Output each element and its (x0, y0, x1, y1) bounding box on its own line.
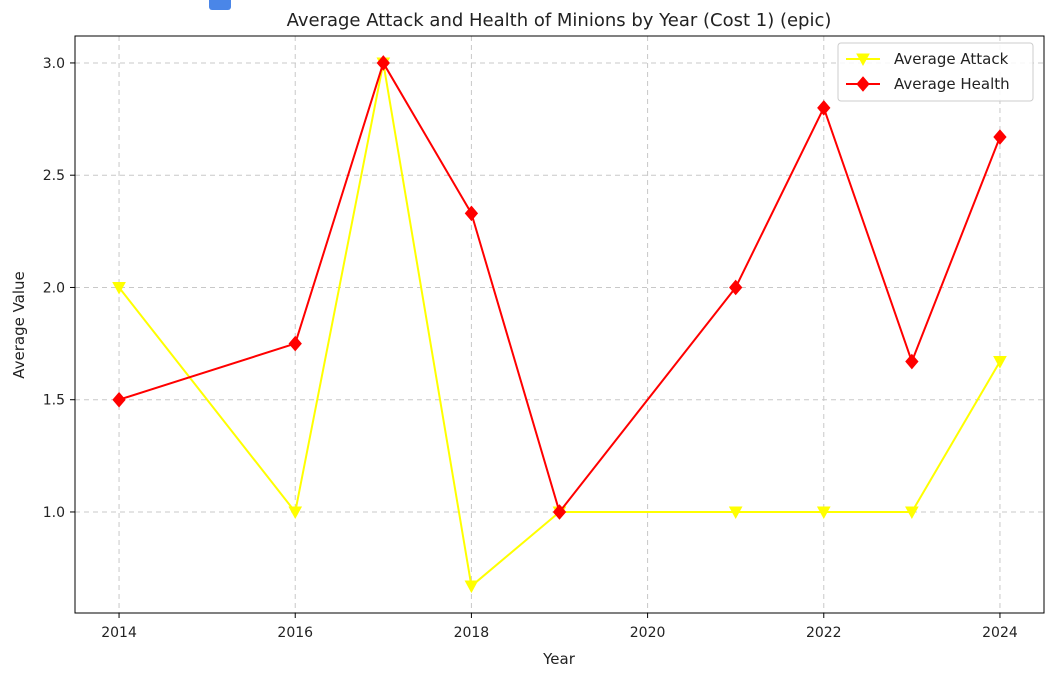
data-point (376, 55, 390, 71)
legend-box (837, 42, 1034, 102)
data-point (288, 506, 303, 520)
python-icon (209, 0, 231, 10)
x-tick-label: 2014 (101, 625, 137, 641)
legend-label: Average Health (894, 75, 1010, 93)
x-tick-label: 2018 (454, 625, 490, 641)
y-tick-label: 1.0 (43, 505, 65, 521)
chart-title: Average Attack and Health of Minions by … (287, 10, 832, 31)
plot-frame (74, 35, 1045, 614)
x-tick-label: 2024 (982, 625, 1018, 641)
series-average-health (112, 55, 1007, 520)
data-point (993, 356, 1007, 369)
data-point (729, 279, 743, 296)
y-tick-label: 3.0 (43, 56, 65, 72)
ticks: 2014 2016 2018 2020 2022 2024 1.0 1.5 2.0 2.5 3.0 (43, 56, 1018, 641)
legend-marker (856, 53, 870, 67)
data-point (817, 100, 831, 116)
y-tick-label: 2.5 (43, 168, 65, 184)
y-tick-label: 1.5 (43, 393, 65, 409)
data-point (464, 205, 479, 222)
x-tick-label: 2022 (806, 625, 842, 641)
data-point (816, 506, 831, 520)
data-point (112, 391, 126, 408)
data-point (728, 506, 743, 520)
y-axis-label: Average Value (10, 271, 28, 379)
x-tick-label: 2020 (630, 625, 666, 641)
legend-label: Average Attack (894, 50, 1009, 68)
data-point (905, 506, 919, 520)
data-point (552, 504, 567, 520)
data-point (993, 129, 1007, 145)
data-point (464, 580, 479, 594)
data-point (288, 335, 302, 352)
title-icon (209, 0, 231, 10)
x-axis-label: Year (542, 650, 576, 668)
legend-marker (856, 76, 870, 92)
data-point (905, 353, 919, 370)
x-tick-label: 2016 (277, 625, 313, 641)
legend: Average Attack Average Health (837, 42, 1034, 102)
series-layer (112, 55, 1007, 594)
data-point (112, 281, 126, 295)
y-tick-label: 2.0 (43, 280, 65, 296)
